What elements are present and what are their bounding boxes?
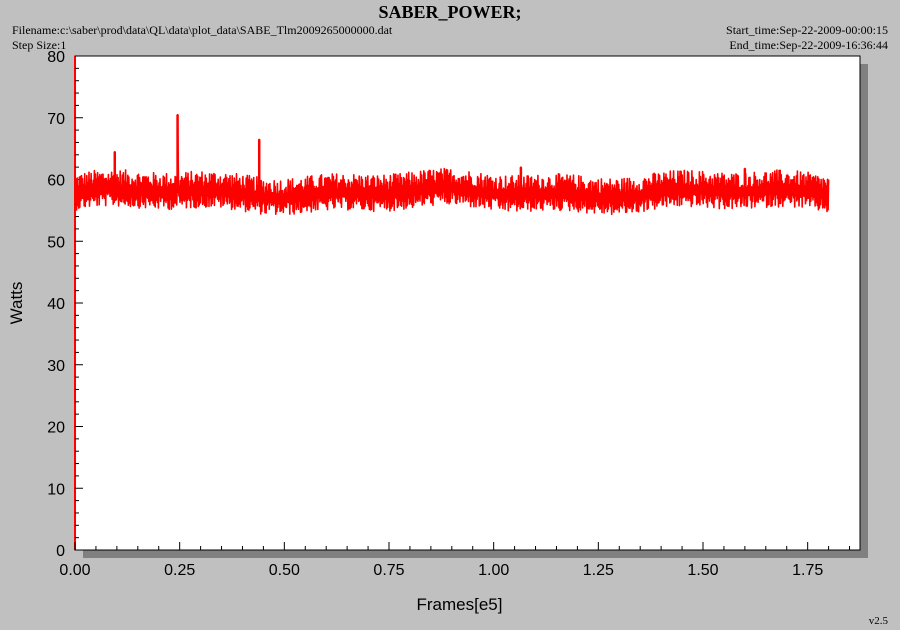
chart-title: SABER_POWER;: [378, 2, 522, 22]
y-tick-label: 30: [47, 358, 65, 375]
x-tick-label: 0.00: [59, 562, 90, 579]
y-tick-label: 70: [47, 111, 65, 128]
x-tick-label: 0.25: [164, 562, 195, 579]
plot-area: [74, 55, 861, 551]
x-tick-label: 1.50: [687, 562, 718, 579]
end-time-label: End_time:Sep-22-2009-16:36:44: [729, 38, 888, 52]
x-tick-label: 0.50: [269, 562, 300, 579]
step-size-label: Step Size:1: [12, 38, 67, 52]
filename-label: Filename:c:\saber\prod\data\QL\data\plot…: [12, 23, 393, 37]
y-tick-label: 80: [47, 49, 65, 66]
y-tick-label: 10: [47, 481, 65, 498]
y-tick-label: 20: [47, 420, 65, 437]
start-time-label: Start_time:Sep-22-2009-00:00:15: [726, 23, 888, 37]
y-axis-label: Watts: [7, 282, 26, 325]
y-tick-label: 60: [47, 173, 65, 190]
x-tick-label: 0.75: [373, 562, 404, 579]
version-label: v2.5: [868, 615, 888, 627]
y-tick-label: 0: [56, 543, 65, 560]
x-tick-label: 1.25: [583, 562, 614, 579]
x-tick-label: 1.75: [792, 562, 823, 579]
y-tick-label: 40: [47, 296, 65, 313]
x-tick-label: 1.00: [478, 562, 509, 579]
y-tick-label: 50: [47, 234, 65, 251]
series-line: [74, 113, 830, 216]
x-axis-label: Frames[e5]: [417, 595, 503, 614]
